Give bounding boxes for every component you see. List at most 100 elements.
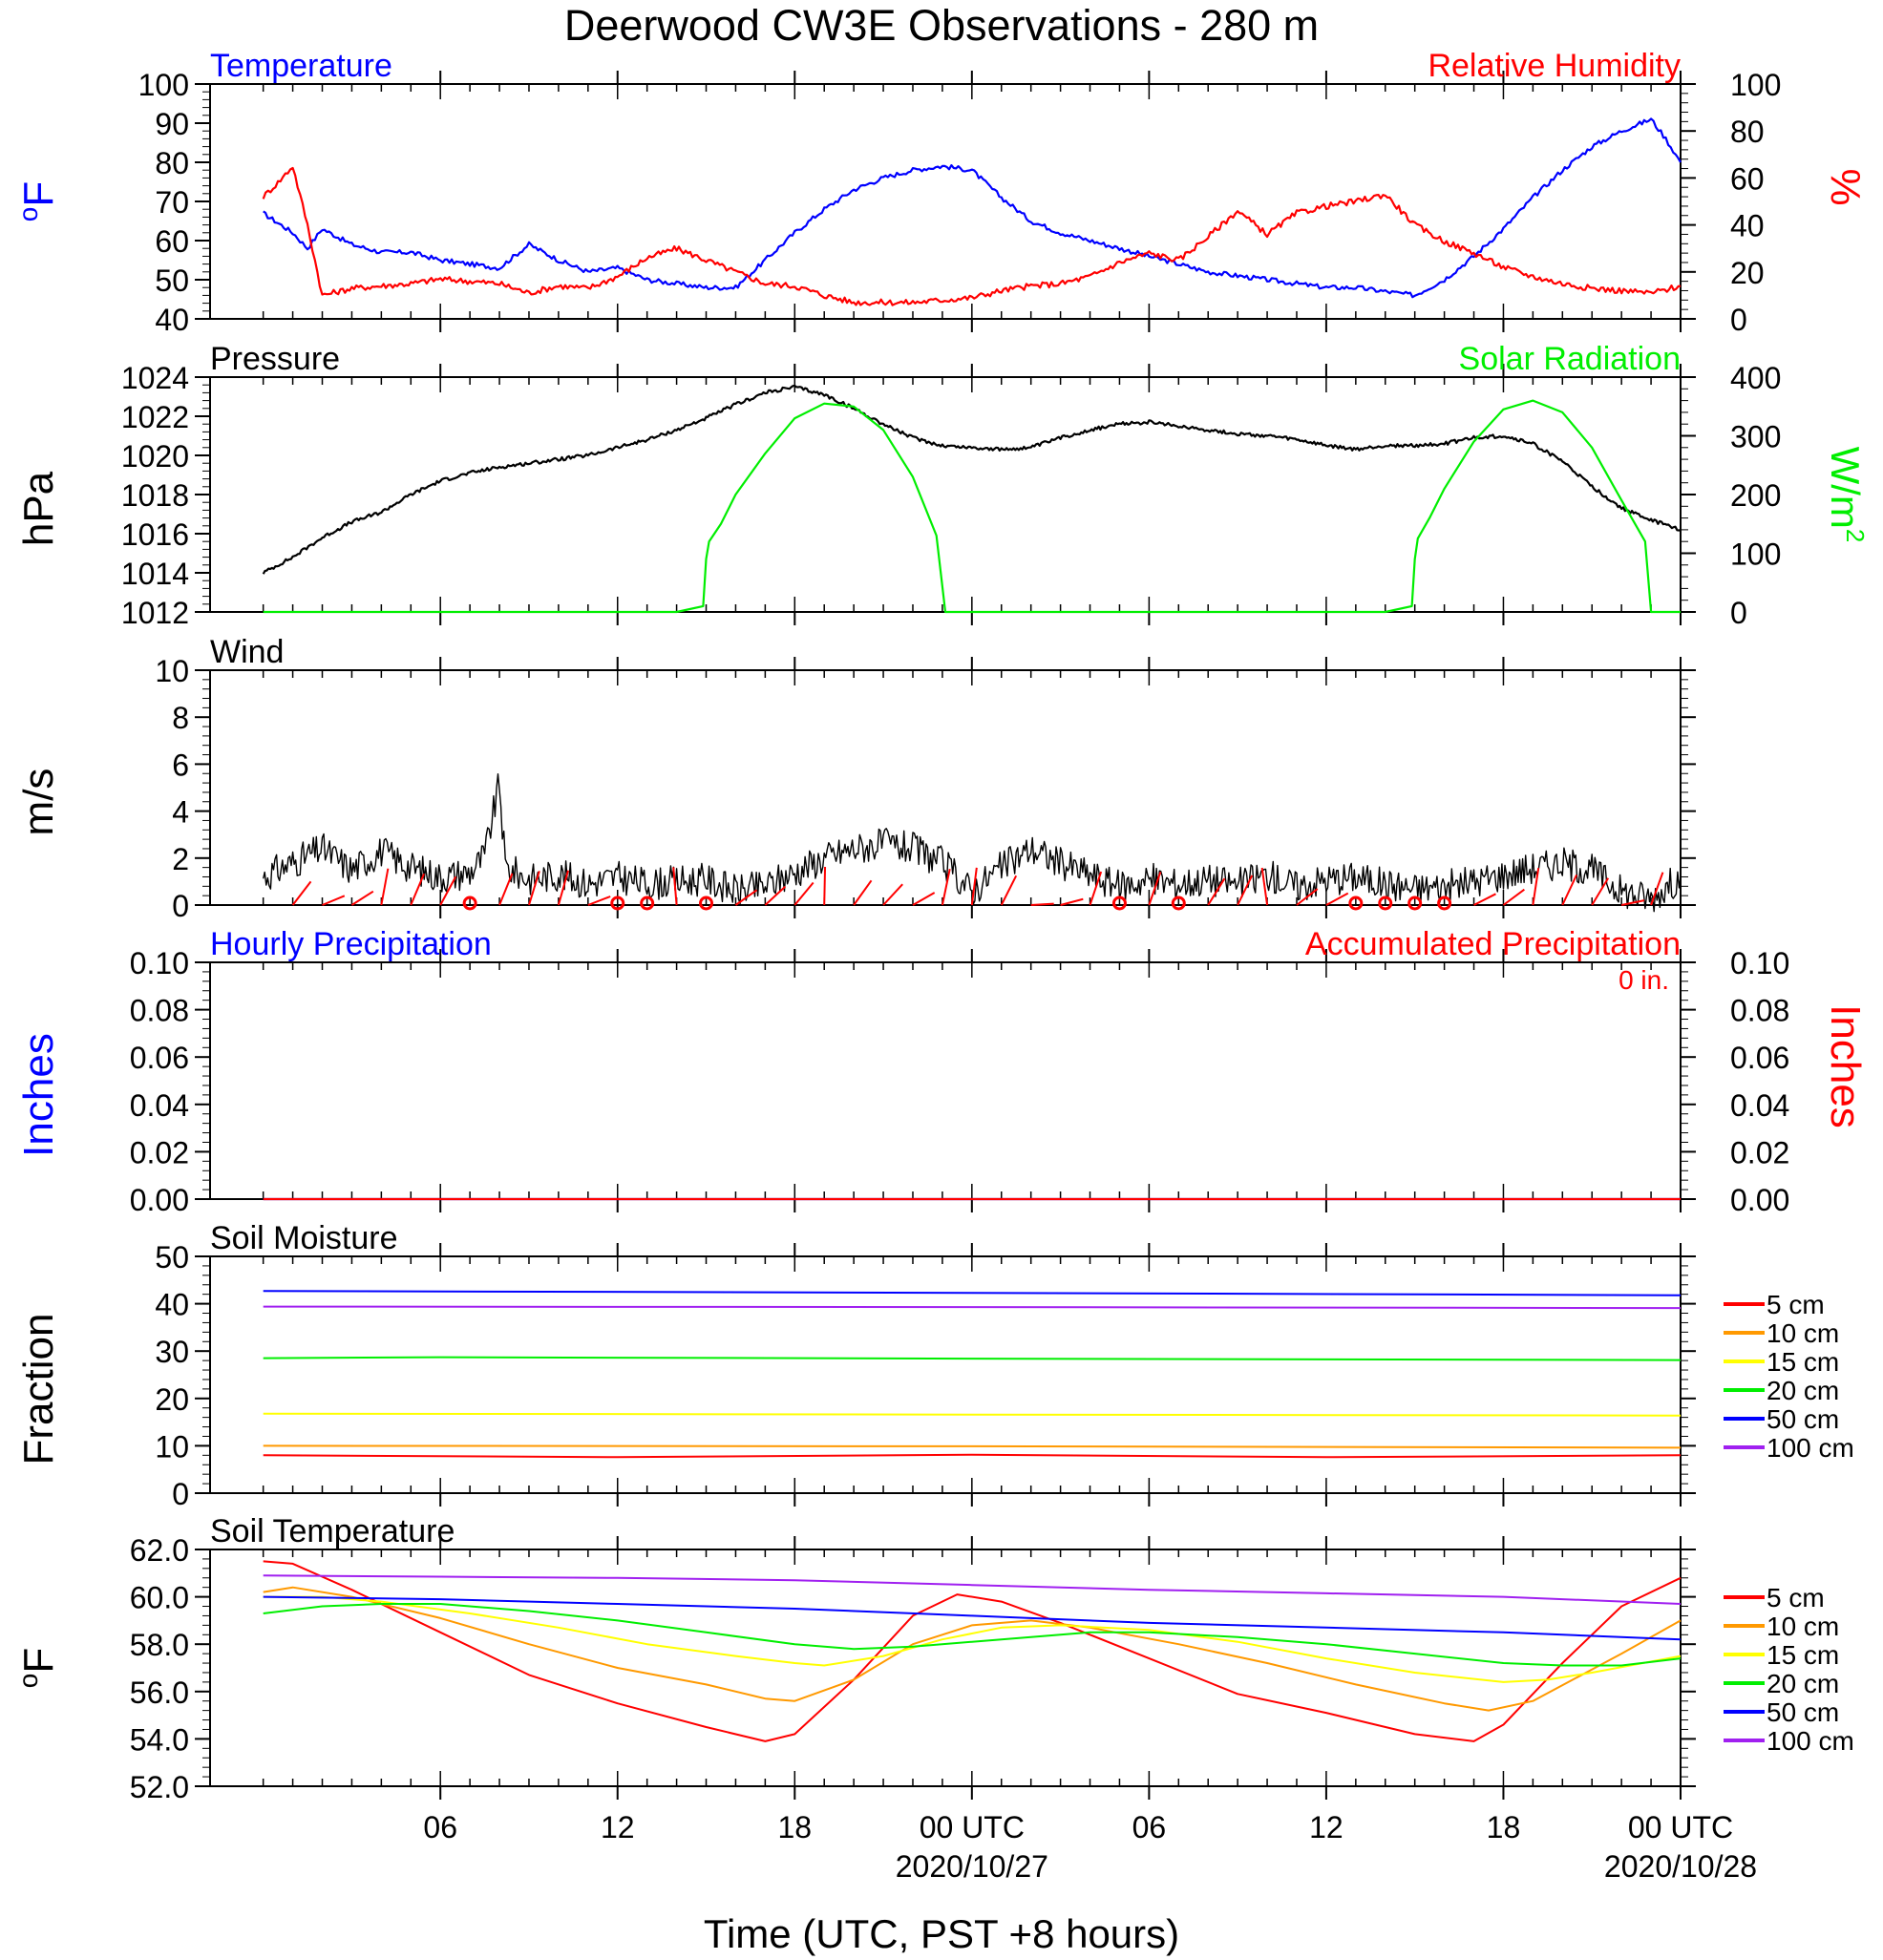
y-axis-label-left: hPa xyxy=(15,471,62,546)
y-tick-label-left: 1024 xyxy=(121,361,189,395)
y-axis-label-left: m/s xyxy=(15,769,62,836)
y-tick-label-left: 100 xyxy=(138,68,189,102)
y-tick-label-right: 20 xyxy=(1730,256,1765,290)
panel-title-right: Accumulated Precipitation xyxy=(1305,926,1681,962)
y-axis-label-left: oF xyxy=(13,1648,62,1688)
x-tick-label: 12 xyxy=(1309,1810,1343,1844)
wind-barb xyxy=(912,892,936,906)
wind-barb xyxy=(853,879,873,906)
wind-barb xyxy=(1502,888,1525,906)
wind-barb xyxy=(882,883,903,906)
calm-wind-marker xyxy=(1378,896,1393,911)
y-tick-label-left: 40 xyxy=(155,303,189,337)
figure-title: Deerwood CW3E Observations - 280 m xyxy=(564,1,1319,50)
legend-label: 5 cm xyxy=(1767,1290,1825,1319)
calm-wind-marker xyxy=(1348,896,1364,911)
legend-label: 20 cm xyxy=(1767,1376,1839,1405)
calm-wind-marker xyxy=(462,896,477,911)
wind-barb xyxy=(1561,875,1577,906)
calm-wind-marker xyxy=(1111,896,1127,911)
series-solar-radiation xyxy=(263,399,1681,614)
y-tick-label-left: 0.10 xyxy=(130,946,189,980)
plot-frame xyxy=(209,961,1682,1200)
series-20-cm xyxy=(263,1356,1682,1361)
wind-barb xyxy=(1325,892,1349,906)
plot-frame xyxy=(209,83,1682,320)
y-tick-label-right: 100 xyxy=(1730,537,1781,572)
y-tick-label-left: 70 xyxy=(155,185,189,220)
y-tick-label-left: 10 xyxy=(155,1429,189,1464)
y-tick-label-left: 0.04 xyxy=(130,1088,189,1123)
y-axis-label-left: oF xyxy=(13,181,62,221)
calm-wind-marker xyxy=(1171,896,1186,911)
panel-title-left: Temperature xyxy=(210,48,392,84)
series-20-cm xyxy=(263,1603,1682,1667)
y-tick-label-right: 0.00 xyxy=(1730,1183,1789,1217)
wind-barb xyxy=(1148,872,1162,906)
series-5-cm xyxy=(263,1453,1682,1459)
y-tick-label-left: 62.0 xyxy=(130,1533,189,1568)
y-tick-label-right: 200 xyxy=(1730,478,1781,513)
y-tick-label-left: 0 xyxy=(172,889,189,923)
panel-title-left: Soil Temperature xyxy=(210,1513,455,1549)
wind-barb xyxy=(350,890,374,906)
plot-frame xyxy=(209,1549,1682,1787)
y-tick-label-left: 1018 xyxy=(121,478,189,513)
wind-barb xyxy=(587,896,611,906)
y-axis-label-left: Inches xyxy=(15,1033,62,1157)
wind-barb xyxy=(1591,877,1610,906)
wind-barb xyxy=(1296,888,1319,906)
wind-barb xyxy=(823,867,827,906)
y-axis-label-right: W/m2 xyxy=(1823,447,1870,543)
x-tick-label: 06 xyxy=(423,1810,457,1844)
y-tick-label-left: 2 xyxy=(172,842,189,876)
y-tick-label-left: 1012 xyxy=(121,596,189,630)
y-tick-label-left: 1022 xyxy=(121,400,189,434)
x-tick-label: 06 xyxy=(1132,1810,1167,1844)
x-tick-date: 2020/10/27 xyxy=(896,1849,1048,1884)
y-tick-label-right: 0.02 xyxy=(1730,1135,1789,1170)
panel-pressure: 1012 1014 1016 1018 1020 1022 1024 0 100 200 300 40… xyxy=(15,341,1870,630)
y-axis-label-left: Fraction xyxy=(15,1314,62,1465)
legend-label: 15 cm xyxy=(1767,1347,1839,1377)
wind-barb xyxy=(970,867,978,906)
series-10-cm xyxy=(263,1586,1682,1712)
legend-label: 5 cm xyxy=(1767,1583,1825,1612)
y-tick-label-right: 0 xyxy=(1730,596,1747,630)
panel-title-right: Relative Humidity xyxy=(1428,48,1681,84)
legend-label: 10 cm xyxy=(1767,1318,1839,1348)
y-tick-label-right: 60 xyxy=(1730,161,1765,196)
x-tick-label: 12 xyxy=(601,1810,635,1844)
calm-wind-marker xyxy=(699,896,714,911)
y-tick-label-right: 0 xyxy=(1730,303,1747,337)
time-axis: 06 12 18 00 UTC 2020/10/27 06 12 18 00 UTC 2020/1… xyxy=(423,1810,1757,1884)
panel-hourly-precipitation: 0.00 0.02 0.04 0.06 0.08 0.10 0.00 0.02 0.04 0.06… xyxy=(15,926,1869,1217)
panel-wind: 0 2 4 6 8 10 Wind m/s xyxy=(15,634,1696,923)
y-tick-label-left: 1016 xyxy=(121,517,189,552)
wind-barb xyxy=(1260,867,1269,906)
series-relative-humidity xyxy=(262,166,1682,306)
wind-barb xyxy=(764,885,787,906)
series-5-cm xyxy=(263,1560,1682,1742)
legend-label: 20 cm xyxy=(1767,1669,1839,1698)
calm-wind-marker xyxy=(610,896,625,911)
calm-wind-marker xyxy=(1437,896,1452,911)
x-tick-label: 00 UTC xyxy=(1628,1810,1733,1844)
wind-barb xyxy=(439,875,457,906)
legend-label: 10 cm xyxy=(1767,1612,1839,1641)
y-tick-label-left: 54.0 xyxy=(130,1722,189,1757)
panel-title-left: Hourly Precipitation xyxy=(210,926,492,962)
calm-wind-marker xyxy=(1407,896,1423,911)
x-tick-label: 18 xyxy=(1487,1810,1521,1844)
y-tick-label-left: 60 xyxy=(155,224,189,259)
series-50-cm xyxy=(263,1290,1682,1296)
wind-barb xyxy=(941,868,951,906)
y-tick-label-left: 80 xyxy=(155,146,189,180)
series-wind xyxy=(263,773,1682,913)
wind-barb xyxy=(1030,902,1054,906)
y-tick-label-left: 1020 xyxy=(121,439,189,474)
panel-title-left: Wind xyxy=(210,634,284,670)
y-tick-label-left: 8 xyxy=(172,701,189,735)
